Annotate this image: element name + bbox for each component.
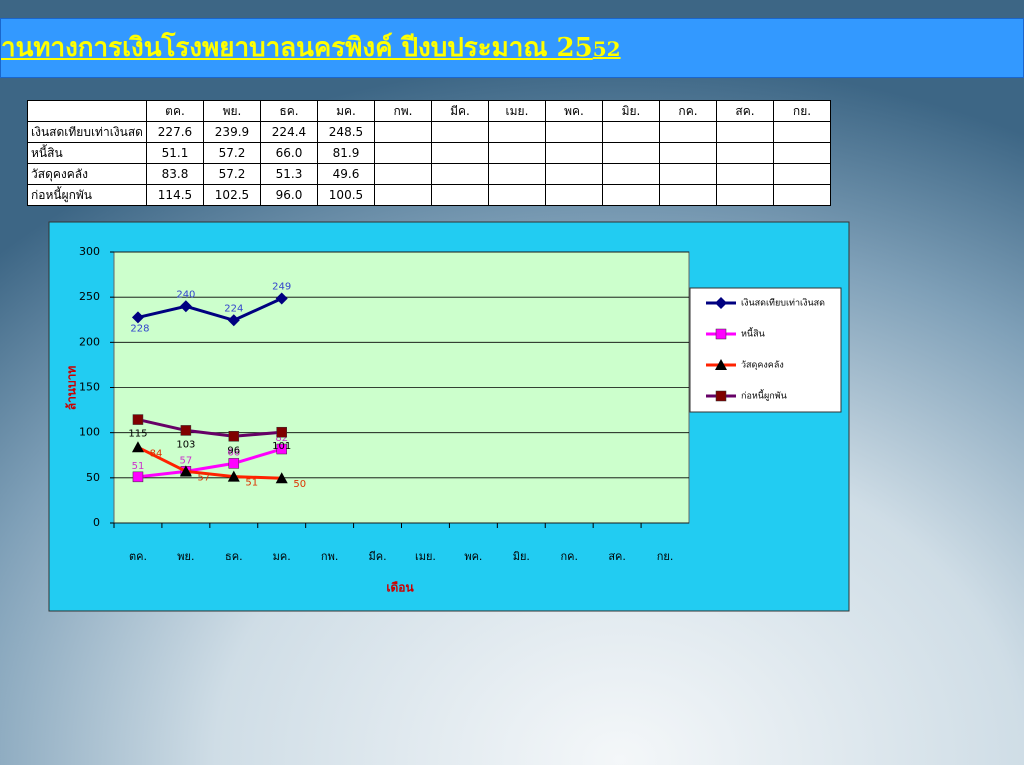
legend [689, 287, 842, 413]
cell: 83.8 [145, 163, 204, 185]
x-tick-label: กย. [657, 550, 674, 563]
cell: 102.5 [202, 184, 261, 206]
marker [715, 359, 727, 370]
marker [275, 472, 288, 484]
data-label: 249 [272, 282, 291, 293]
marker [227, 314, 240, 327]
legend-label: ก่อหนี้ผูกพัน [741, 389, 787, 402]
x-tick-label: กพ. [321, 550, 338, 563]
y-tick-label: 100 [79, 426, 100, 439]
marker [276, 426, 287, 438]
table-row: เงินสดเทียบเท่าเงินสด 227.6 239.9 224.4 248.… [27, 121, 831, 143]
data-label: 66 [227, 447, 240, 458]
cell: 96.0 [259, 184, 318, 206]
marker [228, 458, 240, 469]
cell: 224.4 [259, 121, 318, 143]
y-tick-label: 0 [93, 516, 100, 529]
data-label: 96 [227, 445, 240, 456]
marker [715, 328, 727, 340]
marker [715, 390, 727, 402]
data-label: 101 [272, 441, 291, 452]
marker [228, 431, 240, 442]
data-label: 51 [132, 461, 145, 472]
data-label: 50 [293, 479, 306, 490]
header-row: ตค. พย. ธค. มค. กพ. มีค. เมย. พค. มิย. กค. สค. กย. [27, 100, 831, 122]
series-line [137, 418, 282, 438]
data-label: 228 [130, 323, 149, 334]
cell: 57.2 [202, 142, 261, 164]
title: านทางการเงินโรงพยาบาลนครพิงค์ ปีงบประมาณ… [1, 33, 593, 63]
x-tick-label: พค. [464, 550, 482, 563]
marker [180, 425, 192, 436]
data-label: 115 [128, 429, 147, 440]
x-tick-label: เมย. [415, 550, 436, 563]
marker [179, 465, 192, 477]
data-label: 224 [224, 303, 243, 314]
marker [131, 441, 144, 453]
y-tick-label: 50 [86, 471, 100, 484]
title-bar: านทางการเงินโรงพยาบาลนครพิงค์ ปีงบประมาณ… [0, 18, 1024, 78]
x-tick-label: กค. [560, 550, 578, 563]
column-header: มีค. [430, 100, 489, 122]
table-row: ก่อหนี้ผูกพัน 114.5 102.5 96.0 100.5 [27, 184, 831, 206]
y-axis-label: ล้านบาท [65, 366, 79, 411]
table-row: วัสดุคงคลัง 83.8 57.2 51.3 49.6 [27, 163, 831, 185]
series-line [137, 445, 282, 480]
column-header: ตค. [145, 100, 204, 122]
marker [275, 292, 288, 305]
data-label: 240 [176, 289, 195, 300]
x-tick-label: สค. [608, 550, 626, 563]
series-line [137, 447, 283, 479]
data-label: 57 [198, 472, 211, 483]
row-label: หนี้สิน [27, 142, 147, 164]
data-label: 57 [180, 455, 193, 466]
data-label: 84 [150, 448, 163, 459]
marker [715, 297, 727, 309]
marker [132, 471, 144, 483]
marker [179, 300, 192, 313]
cell: 57.2 [202, 163, 261, 185]
y-tick-label: 200 [79, 335, 100, 348]
y-tick-label: 250 [79, 290, 100, 303]
x-tick-label: พย. [177, 550, 194, 563]
y-tick-label: 300 [79, 245, 100, 258]
marker [132, 414, 144, 425]
cell [772, 184, 831, 206]
column-header: กย. [772, 100, 831, 122]
x-tick-label: ธค. [225, 550, 243, 563]
data-label: 51 [245, 478, 258, 489]
legend-label: หนี้สิน [741, 327, 765, 340]
x-tick-label: มีค. [368, 550, 386, 563]
cell: 100.5 [316, 184, 375, 206]
data-label: 103 [176, 439, 195, 450]
column-header: กพ. [373, 100, 432, 122]
series-line [137, 297, 283, 322]
cell: 51.1 [145, 142, 204, 164]
data-table: ตค. พย. ธค. มค. กพ. มีค. เมย. พค. มิย. กค. สค. กย. เ… [27, 100, 831, 206]
cell: 81.9 [316, 142, 375, 164]
legend-label: เงินสดเทียบเท่าเงินสด [741, 298, 825, 309]
marker [131, 311, 144, 324]
marker [227, 470, 240, 482]
x-axis-label: เดือน [386, 581, 414, 595]
y-tick-label: 150 [79, 381, 100, 394]
x-tick-label: มค. [273, 550, 291, 563]
x-tick-label: มิย. [513, 550, 530, 563]
title-suffix: 52 [592, 37, 621, 61]
marker [276, 443, 287, 455]
data-label: 82 [275, 433, 288, 444]
x-tick-label: ตค. [129, 550, 147, 563]
table-row: หนี้สิน 51.1 57.2 66.0 81.9 [27, 142, 831, 164]
legend-label: วัสดุคงคลัง [741, 361, 784, 371]
cell: 114.5 [145, 184, 204, 206]
